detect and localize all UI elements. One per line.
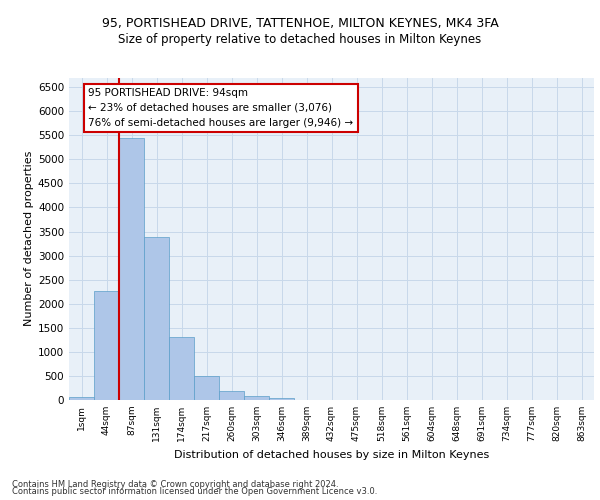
Bar [244,396,269,400]
Bar [69,396,94,400]
Bar [169,338,194,400]
Text: Contains HM Land Registry data © Crown copyright and database right 2024.: Contains HM Land Registry data © Crown c… [12,480,338,489]
Bar [269,398,294,400]
Bar [194,376,219,400]
X-axis label: Distribution of detached houses by size in Milton Keynes: Distribution of detached houses by size … [174,450,489,460]
Bar [219,391,244,400]
Bar [144,238,169,400]
Y-axis label: Number of detached properties: Number of detached properties [24,151,34,326]
Bar [94,290,119,400]
Text: Contains public sector information licensed under the Open Government Licence v3: Contains public sector information licen… [12,488,377,496]
Bar [119,138,144,400]
Text: Size of property relative to detached houses in Milton Keynes: Size of property relative to detached ho… [118,32,482,46]
Text: 95, PORTISHEAD DRIVE, TATTENHOE, MILTON KEYNES, MK4 3FA: 95, PORTISHEAD DRIVE, TATTENHOE, MILTON … [101,18,499,30]
Text: 95 PORTISHEAD DRIVE: 94sqm
← 23% of detached houses are smaller (3,076)
76% of s: 95 PORTISHEAD DRIVE: 94sqm ← 23% of deta… [89,88,353,128]
